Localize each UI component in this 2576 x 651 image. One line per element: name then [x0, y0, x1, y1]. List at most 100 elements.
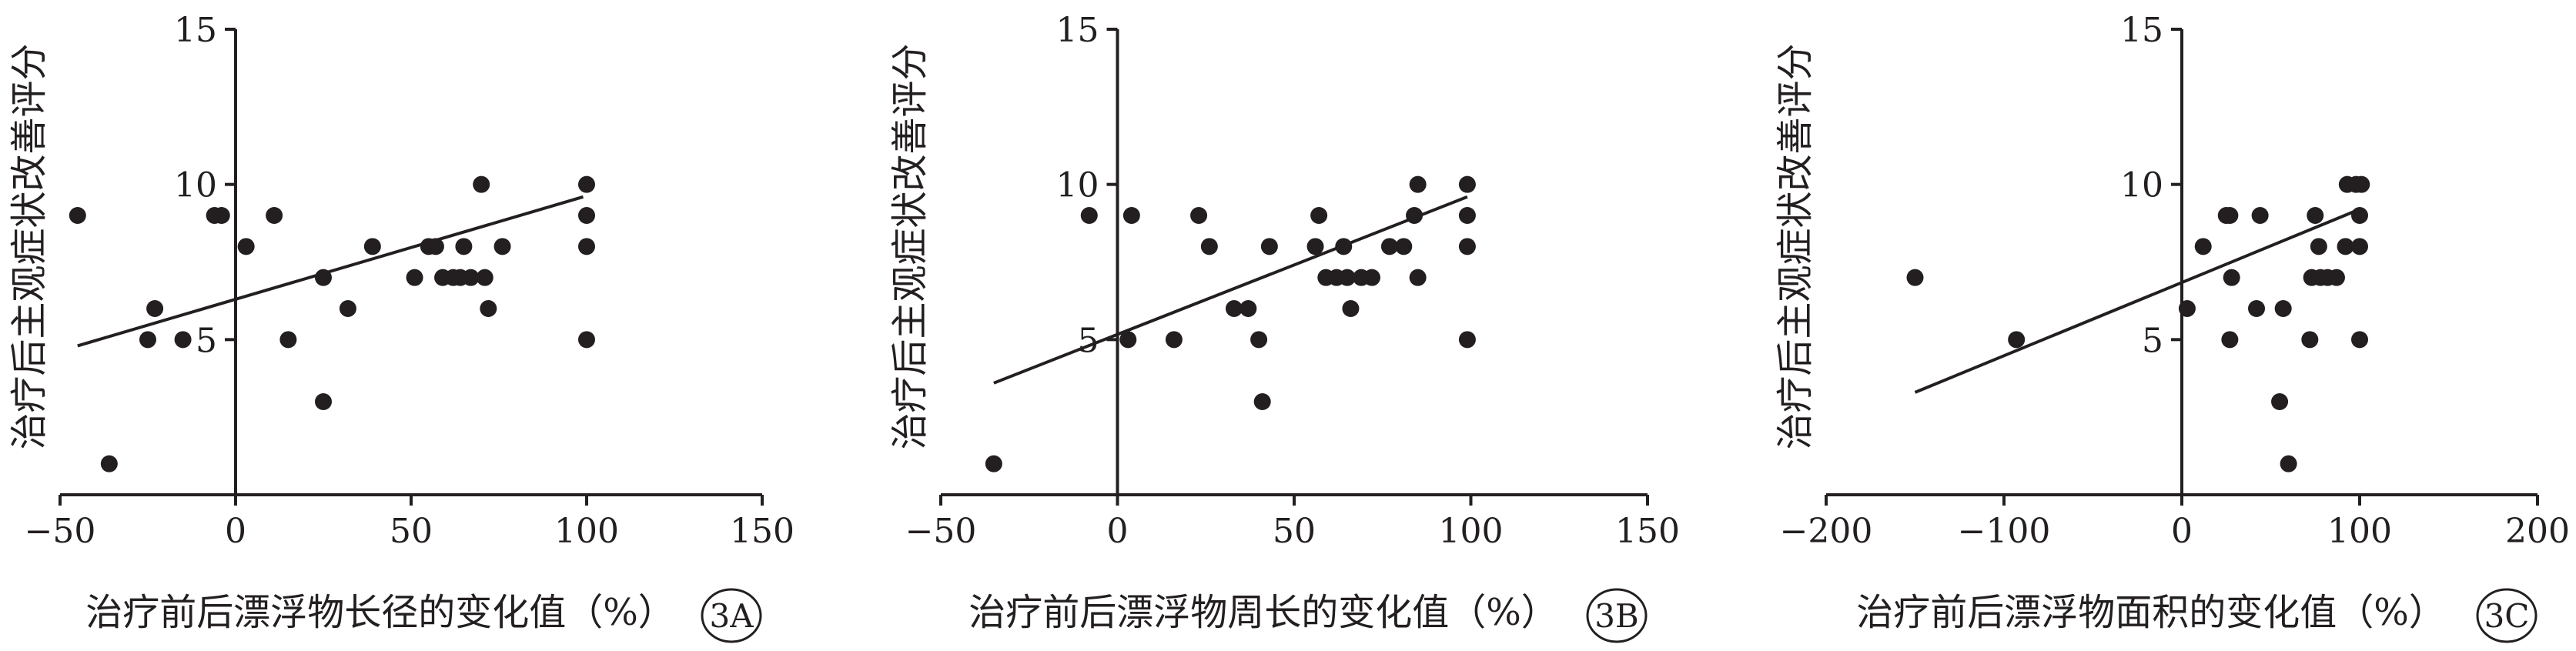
- data-point: [2221, 207, 2239, 224]
- panel-label: 3A: [709, 597, 754, 635]
- data-point: [1310, 207, 1328, 224]
- data-point: [578, 207, 595, 224]
- data-point: [1409, 269, 1427, 286]
- data-point: [1080, 207, 1098, 224]
- data-point: [480, 300, 497, 317]
- data-point: [2327, 269, 2345, 286]
- data-point: [1200, 238, 1218, 255]
- data-point: [2351, 207, 2368, 224]
- x-tick-label: 50: [1273, 512, 1316, 551]
- data-point: [279, 331, 297, 349]
- data-point: [2271, 393, 2289, 410]
- data-point: [1119, 331, 1137, 349]
- panel-label: 3C: [2484, 597, 2530, 635]
- data-point: [476, 269, 493, 286]
- x-tick-label: 150: [730, 512, 795, 551]
- data-point: [2353, 175, 2370, 193]
- data-point: [427, 238, 444, 255]
- data-point: [462, 269, 480, 286]
- data-point: [1906, 269, 1924, 286]
- data-point: [2221, 331, 2239, 349]
- x-tick-label: −200: [1780, 512, 1873, 551]
- x-tick-label: −100: [1958, 512, 2051, 551]
- data-point: [174, 331, 192, 349]
- data-point: [100, 455, 118, 472]
- x-tick-label: 0: [2171, 512, 2193, 551]
- scatter-panel-3a: −50 0 50 100 150 5 10 15 治疗后主观症状改善评分治疗前后漂浮物长径的变化…: [8, 11, 795, 643]
- x-tick-label: 100: [1439, 512, 1504, 551]
- data-point: [315, 269, 332, 286]
- x-axis-title: 治疗前后漂浮物长径的变化值（%）: [85, 591, 675, 634]
- data-point: [1380, 238, 1398, 255]
- data-point: [237, 238, 255, 255]
- data-point: [455, 238, 473, 255]
- x-tick-label: 150: [1615, 512, 1680, 551]
- trend-line: [1914, 208, 2360, 394]
- data-point: [406, 269, 423, 286]
- y-axis-title: 治疗后主观症状改善评分: [1774, 43, 1817, 449]
- y-tick-label: 5: [2142, 321, 2163, 360]
- data-point: [2301, 331, 2319, 349]
- data-point: [146, 300, 164, 317]
- data-point: [363, 238, 381, 255]
- trend-line: [77, 195, 584, 348]
- y-axis-title: 治疗后主观症状改善评分: [888, 43, 932, 449]
- data-point: [2008, 331, 2026, 349]
- data-point: [1253, 393, 1271, 410]
- data-point: [69, 207, 86, 224]
- data-point: [1458, 175, 1476, 193]
- x-axis-title: 治疗前后漂浮物周长的变化值（%）: [969, 591, 1558, 634]
- y-tick-label: 15: [174, 11, 217, 50]
- data-point: [1395, 238, 1413, 255]
- x-tick-label: −50: [905, 512, 977, 551]
- data-point: [1250, 331, 1268, 349]
- x-tick-label: 0: [225, 512, 246, 551]
- data-point: [1260, 238, 1278, 255]
- data-point: [1225, 300, 1243, 317]
- data-point: [212, 207, 230, 224]
- data-point: [2178, 300, 2196, 317]
- data-point: [1342, 300, 1360, 317]
- data-point: [339, 300, 356, 317]
- data-point: [266, 207, 283, 224]
- data-point: [578, 331, 595, 349]
- scatter-panel-3c: −200 −100 0 100 200 5 10 15 治疗后主观症状改善评分治疗前后漂浮物面积…: [1774, 11, 2570, 643]
- x-tick-label: 200: [2505, 512, 2570, 551]
- data-point: [493, 238, 511, 255]
- data-point: [578, 238, 595, 255]
- data-point: [2223, 269, 2240, 286]
- y-axis-title: 治疗后主观症状改善评分: [8, 43, 51, 449]
- data-point: [473, 175, 490, 193]
- panel-label-circle: [1586, 588, 1648, 643]
- data-point: [315, 393, 332, 410]
- data-point: [1165, 331, 1183, 349]
- data-point: [578, 175, 595, 193]
- x-tick-label: 100: [2327, 512, 2392, 551]
- y-tick-label: 10: [2120, 166, 2163, 205]
- data-point: [985, 455, 1002, 472]
- data-point: [2310, 238, 2327, 255]
- trend-line: [993, 195, 1468, 385]
- data-point: [1458, 238, 1476, 255]
- data-point: [1190, 207, 1208, 224]
- data-point: [2351, 331, 2368, 349]
- x-tick-label: 50: [390, 512, 433, 551]
- y-tick-label: 5: [1078, 321, 1099, 360]
- scatter-panel-3b: −50 0 50 100 150 5 10 15 治疗后主观症状改善评分治疗前后漂浮物周长的变化…: [888, 11, 1680, 643]
- data-point: [2274, 300, 2292, 317]
- y-tick-label: 15: [2120, 11, 2163, 50]
- y-tick-label: 10: [1056, 166, 1099, 205]
- y-tick-label: 5: [196, 321, 217, 360]
- y-tick-label: 15: [1056, 11, 1099, 50]
- data-point: [1363, 269, 1380, 286]
- x-tick-label: 100: [554, 512, 619, 551]
- x-axis-title: 治疗前后漂浮物面积的变化值（%）: [1856, 591, 2446, 634]
- data-point: [2307, 207, 2324, 224]
- data-point: [2194, 238, 2212, 255]
- data-point: [1409, 175, 1427, 193]
- x-tick-label: −50: [25, 512, 96, 551]
- data-point: [2251, 207, 2269, 224]
- panel-label: 3B: [1594, 597, 1639, 635]
- data-point: [1458, 207, 1476, 224]
